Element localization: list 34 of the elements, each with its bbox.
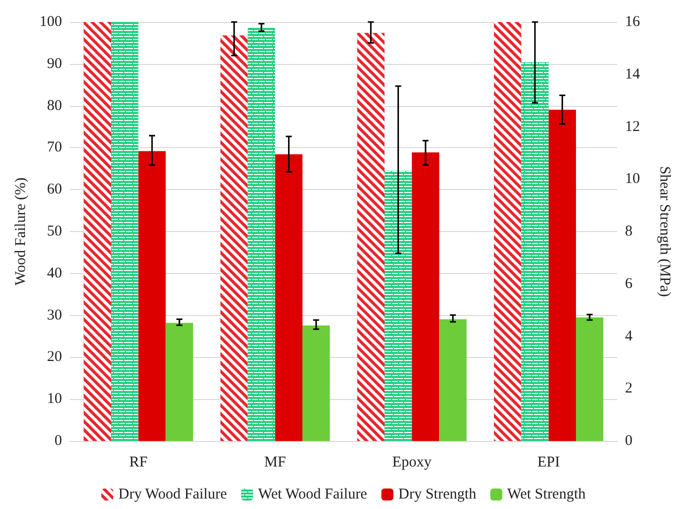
y-tick-label: 50 xyxy=(47,224,62,240)
y2-tick-label: 10 xyxy=(625,171,640,188)
y-tick-label: 30 xyxy=(47,307,62,324)
y-tick-label: 90 xyxy=(47,56,62,72)
y2-tick-label: 2 xyxy=(625,380,632,397)
y-tick-label: 40 xyxy=(47,265,62,282)
y-tick-label: 70 xyxy=(47,140,62,156)
y-tick-label: 0 xyxy=(54,433,62,449)
bar xyxy=(166,322,194,441)
y2-axis-title: Shear Strength (MPa) xyxy=(656,166,672,297)
legend-label: Dry Strength xyxy=(398,486,477,502)
y2-tick-label: 16 xyxy=(625,14,640,30)
y2-tick-label: 12 xyxy=(625,118,640,135)
y2-tick-label: 6 xyxy=(625,276,633,292)
x-tick-label: RF xyxy=(129,454,148,470)
y-tick-label: 20 xyxy=(47,349,62,366)
y-tick-label: 60 xyxy=(47,182,62,198)
bar xyxy=(439,319,467,441)
legend-label: Dry Wood Failure xyxy=(118,486,228,502)
y-tick-label: 10 xyxy=(47,391,62,408)
x-tick-label: Epoxy xyxy=(392,454,432,470)
x-tick-label: EPI xyxy=(537,454,560,470)
y-tick-label: 80 xyxy=(47,98,62,114)
legend-label: Wet Wood Failure xyxy=(258,486,368,502)
legend-label: Wet Strength xyxy=(507,486,586,502)
y-tick-label: 100 xyxy=(40,14,62,30)
y-axis-title: Wood Failure (%) xyxy=(13,178,30,286)
y2-tick-label: 8 xyxy=(625,224,632,240)
y2-tick-label: 4 xyxy=(625,328,633,344)
bar xyxy=(302,326,330,441)
x-tick-label: MF xyxy=(264,454,286,470)
bar xyxy=(576,317,604,441)
y2-tick-label: 0 xyxy=(625,433,632,449)
y2-tick-label: 14 xyxy=(625,66,640,82)
